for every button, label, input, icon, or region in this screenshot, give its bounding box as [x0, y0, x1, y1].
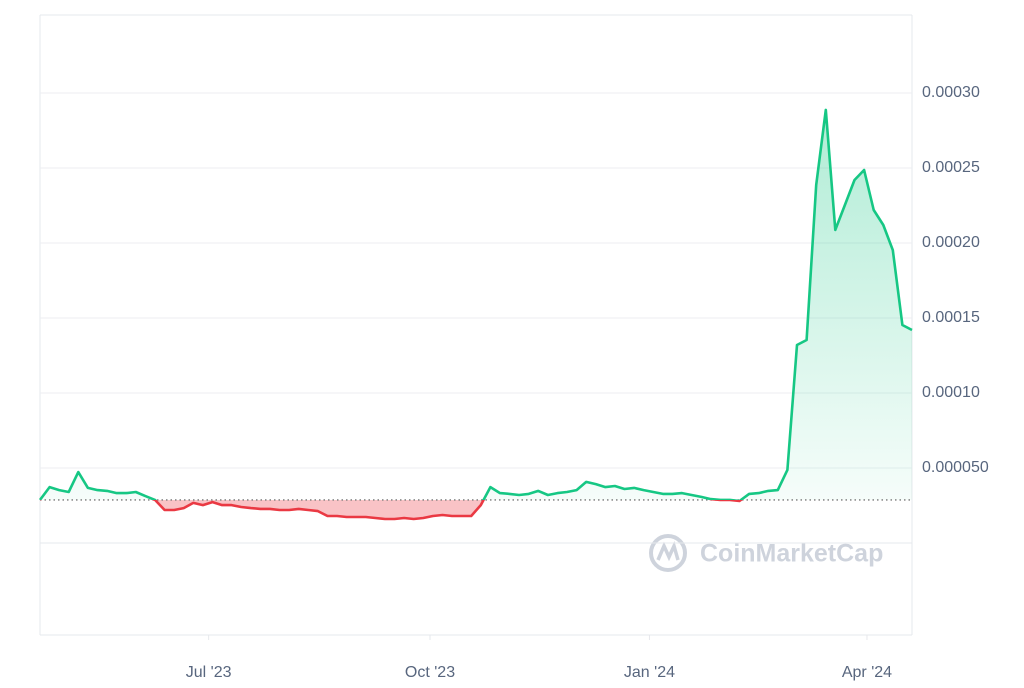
watermark-logo [649, 534, 687, 572]
price-line-up [38, 108, 913, 500]
area-below [155, 499, 741, 519]
y-tick-label: 0.00015 [922, 309, 980, 326]
y-tick-label: 0.000050 [922, 459, 989, 476]
area-above [40, 109, 912, 500]
watermark: CoinMarketCap [649, 534, 883, 572]
y-tick-label: 0.00025 [922, 159, 980, 176]
watermark-logo-m [656, 540, 680, 562]
price-line-down [40, 499, 744, 521]
y-tick-label: 0.00010 [922, 384, 980, 401]
y-tick-label: 0.00020 [922, 234, 980, 251]
x-tick-label: Apr '24 [842, 664, 892, 681]
watermark-text: CoinMarketCap [700, 540, 883, 568]
x-tick-label: Jan '24 [624, 664, 675, 681]
y-tick-label: 0.00030 [922, 84, 980, 101]
plot-frame [39, 14, 913, 636]
x-tick-label: Oct '23 [405, 664, 455, 681]
x-tick-label: Jul '23 [186, 664, 232, 681]
